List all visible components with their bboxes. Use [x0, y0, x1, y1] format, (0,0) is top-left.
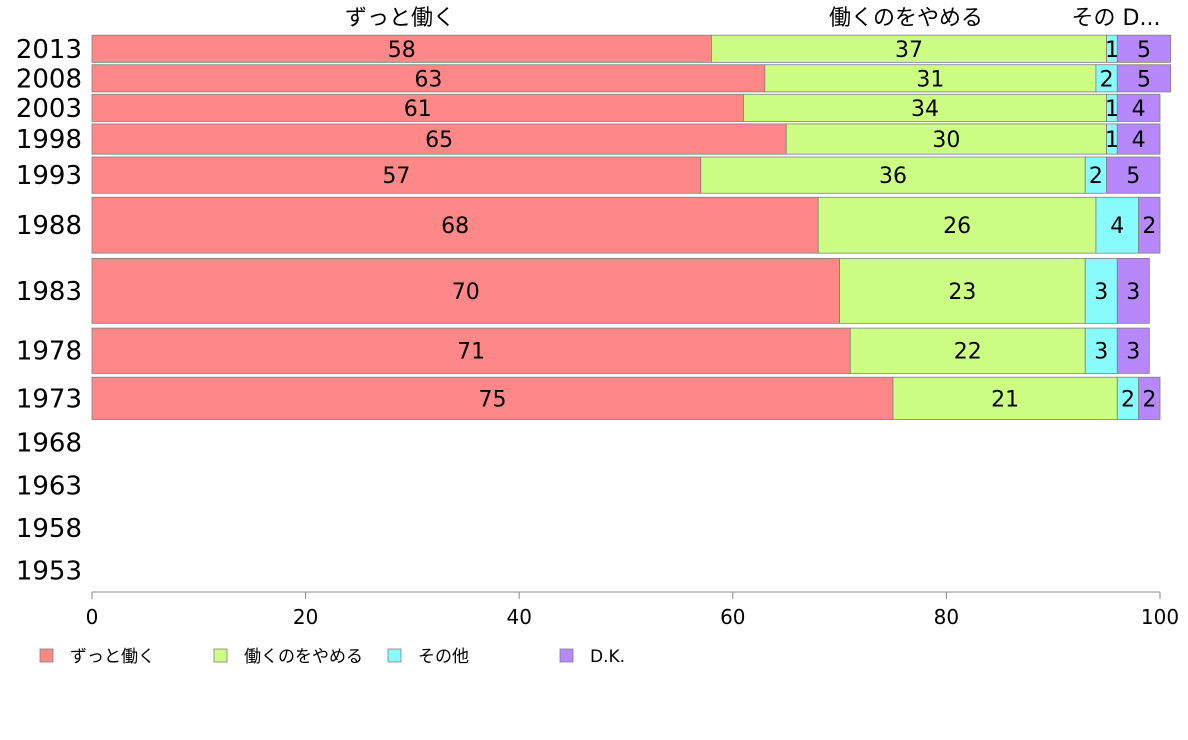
data-label: 1 — [1105, 97, 1119, 122]
legend-label: その他 — [418, 647, 469, 667]
bar-segment — [91, 376, 894, 420]
bar-segment — [892, 376, 1118, 420]
data-label: 30 — [932, 128, 960, 153]
bar-segment — [743, 93, 1107, 122]
bar-segment — [91, 93, 744, 122]
data-label: 23 — [948, 280, 976, 305]
category-label: 1963 — [16, 471, 82, 501]
data-label: 3 — [1126, 280, 1140, 305]
x-tick-label: 20 — [293, 605, 318, 629]
bar-segment — [764, 64, 1097, 93]
bar-segment — [1116, 93, 1161, 122]
data-label: 4 — [1132, 97, 1146, 122]
bar-segment — [700, 156, 1086, 194]
legend-swatch — [213, 648, 228, 663]
bar-segment — [1116, 64, 1172, 93]
legend-swatch — [39, 648, 54, 663]
bar-segment — [711, 34, 1108, 63]
bar-segment — [91, 196, 819, 254]
data-label: 21 — [991, 387, 1019, 412]
data-label: 5 — [1126, 164, 1140, 189]
category-label: 1993 — [16, 161, 82, 191]
data-label: 58 — [388, 38, 416, 63]
data-label: 4 — [1132, 128, 1146, 153]
data-label: 1 — [1105, 128, 1119, 153]
data-label: 2 — [1142, 387, 1156, 412]
data-label: 2 — [1100, 67, 1114, 92]
bar-segment — [785, 123, 1108, 155]
legend-label: D.K. — [590, 647, 625, 667]
bar-segment — [1084, 257, 1118, 324]
bar-segment — [91, 34, 712, 63]
category-label: 1998 — [16, 125, 82, 155]
x-tick-label: 60 — [720, 605, 745, 629]
data-label: 63 — [414, 67, 442, 92]
data-label: 5 — [1137, 67, 1151, 92]
bar-segment — [817, 196, 1097, 254]
data-label: 22 — [954, 340, 982, 365]
legend-swatch — [559, 648, 574, 663]
data-label: 1 — [1105, 38, 1119, 63]
category-label: 1973 — [16, 384, 82, 414]
data-label: 70 — [452, 280, 480, 305]
category-label: 1968 — [16, 429, 82, 459]
bar-segment — [1138, 376, 1161, 420]
bar-segment — [1106, 156, 1161, 194]
category-label: 2013 — [16, 35, 82, 65]
x-tick-label: 0 — [86, 605, 99, 629]
bar-segment — [1138, 196, 1161, 254]
data-label: 57 — [382, 164, 410, 189]
data-label: 75 — [479, 387, 507, 412]
bar-segment — [1095, 196, 1140, 254]
top-series-label: 働くのをやめる — [829, 6, 983, 31]
bar-segment — [91, 327, 851, 374]
x-tick-label: 100 — [1141, 605, 1179, 629]
data-label: 68 — [441, 214, 469, 239]
legend-swatch — [387, 648, 402, 663]
data-label: 2 — [1121, 387, 1135, 412]
bar-segment — [1116, 327, 1150, 374]
data-label: 31 — [916, 67, 944, 92]
legend-label: 働くのをやめる — [244, 647, 363, 667]
top-series-label: ずっと働く — [345, 6, 455, 31]
legend-label: ずっと働く — [70, 647, 155, 667]
category-label: 1983 — [16, 277, 82, 307]
data-label: 34 — [911, 97, 939, 122]
data-label: 36 — [879, 164, 907, 189]
data-label: 2 — [1142, 214, 1156, 239]
data-label: 71 — [457, 340, 485, 365]
category-label: 2008 — [16, 64, 82, 94]
top-series-label: その D... — [1072, 6, 1161, 31]
data-label: 3 — [1126, 340, 1140, 365]
data-label: 3 — [1094, 280, 1108, 305]
category-label: 2003 — [16, 94, 82, 124]
category-label: 1978 — [16, 337, 82, 367]
data-label: 2 — [1089, 164, 1103, 189]
bar-segment — [1116, 257, 1150, 324]
data-label: 26 — [943, 214, 971, 239]
category-label: 1958 — [16, 514, 82, 544]
bar-segment — [1116, 123, 1161, 155]
bar-segment — [849, 327, 1086, 374]
bar-segment — [1116, 34, 1172, 63]
data-label: 65 — [425, 128, 453, 153]
x-tick-label: 40 — [506, 605, 531, 629]
data-label: 37 — [895, 38, 923, 63]
bar-segment — [1084, 327, 1118, 374]
data-label: 61 — [404, 97, 432, 122]
bar-segment — [839, 257, 1086, 324]
category-label: 1953 — [16, 557, 82, 587]
data-label: 3 — [1094, 340, 1108, 365]
x-tick-label: 80 — [934, 605, 959, 629]
data-label: 4 — [1110, 214, 1124, 239]
bar-segment — [91, 123, 787, 155]
data-label: 5 — [1137, 38, 1151, 63]
bar-segment — [91, 257, 840, 324]
category-label: 1988 — [16, 211, 82, 241]
bar-segment — [91, 156, 702, 194]
